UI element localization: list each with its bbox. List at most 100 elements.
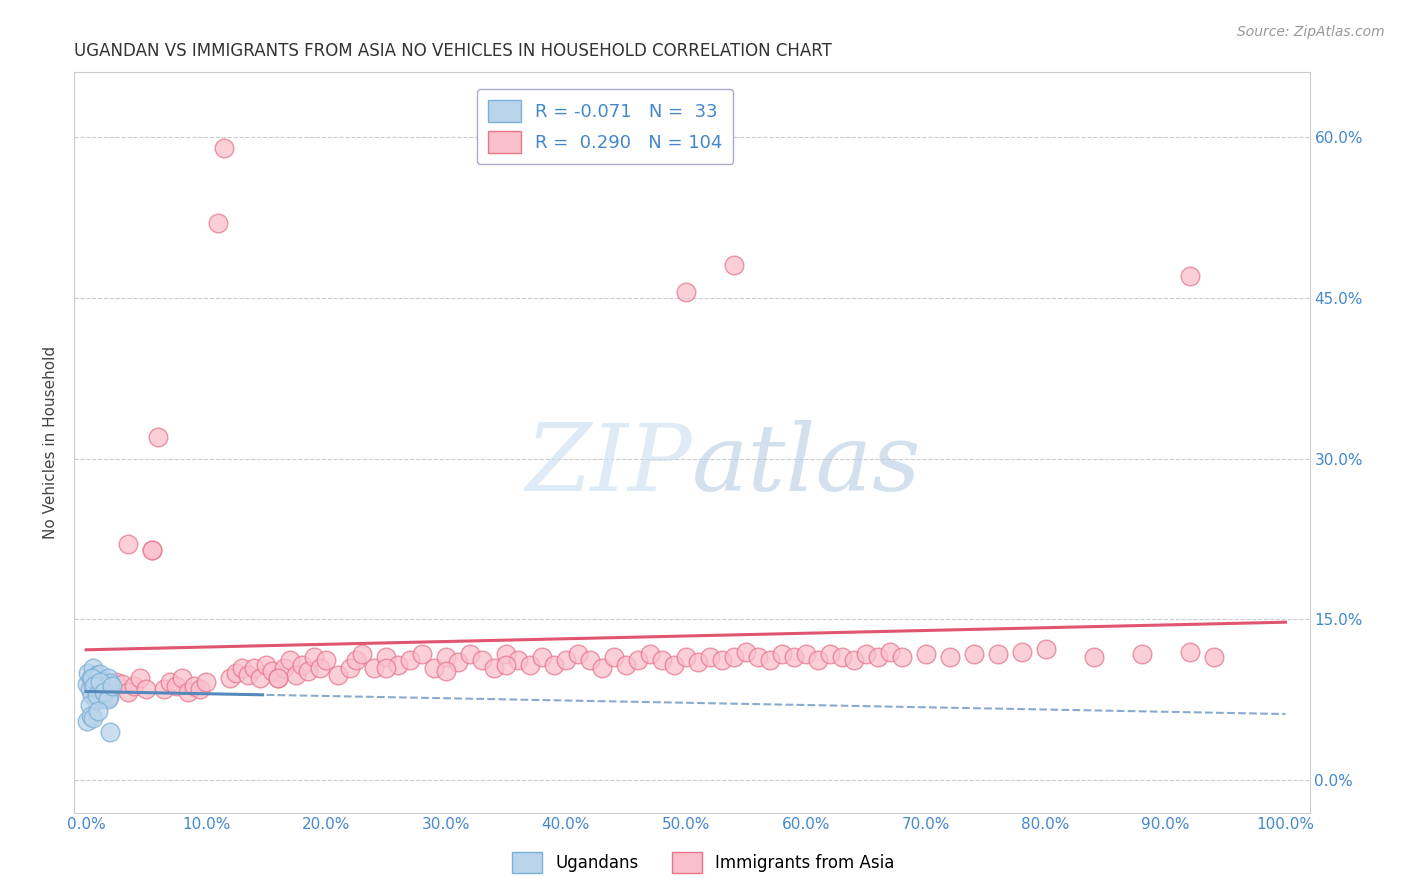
- Point: [411, 647, 433, 661]
- Point: [447, 656, 470, 670]
- Point: [159, 674, 181, 689]
- Point: [267, 672, 290, 686]
- Point: [1202, 650, 1225, 665]
- Point: [855, 647, 877, 661]
- Point: [122, 679, 145, 693]
- Point: [543, 657, 565, 672]
- Point: [963, 647, 986, 661]
- Point: [1011, 645, 1033, 659]
- Point: [153, 682, 176, 697]
- Point: [80, 672, 103, 686]
- Point: [866, 650, 889, 665]
- Point: [879, 645, 901, 659]
- Point: [97, 690, 120, 704]
- Point: [243, 661, 266, 675]
- Point: [77, 666, 100, 681]
- Point: [93, 685, 115, 699]
- Point: [567, 647, 589, 661]
- Point: [117, 537, 139, 551]
- Point: [723, 259, 745, 273]
- Point: [770, 647, 793, 661]
- Point: [212, 140, 235, 154]
- Point: [135, 682, 157, 697]
- Point: [675, 285, 697, 300]
- Point: [350, 647, 373, 661]
- Point: [807, 653, 830, 667]
- Legend: R = -0.071   N =  33, R =  0.290   N = 104: R = -0.071 N = 33, R = 0.290 N = 104: [477, 89, 734, 163]
- Point: [987, 647, 1010, 661]
- Point: [170, 672, 193, 686]
- Point: [129, 672, 152, 686]
- Point: [375, 661, 398, 675]
- Point: [82, 711, 104, 725]
- Point: [519, 657, 541, 672]
- Point: [141, 542, 163, 557]
- Point: [530, 650, 553, 665]
- Point: [94, 679, 117, 693]
- Text: UGANDAN VS IMMIGRANTS FROM ASIA NO VEHICLES IN HOUSEHOLD CORRELATION CHART: UGANDAN VS IMMIGRANTS FROM ASIA NO VEHIC…: [75, 42, 832, 60]
- Point: [141, 542, 163, 557]
- Point: [80, 672, 103, 686]
- Point: [291, 657, 314, 672]
- Point: [101, 679, 124, 693]
- Point: [675, 650, 697, 665]
- Point: [89, 667, 111, 681]
- Point: [254, 657, 277, 672]
- Point: [614, 657, 637, 672]
- Point: [87, 704, 110, 718]
- Y-axis label: No Vehicles in Household: No Vehicles in Household: [44, 346, 58, 539]
- Point: [495, 647, 517, 661]
- Point: [506, 653, 529, 667]
- Point: [831, 650, 853, 665]
- Point: [86, 668, 108, 682]
- Point: [97, 691, 120, 706]
- Point: [758, 653, 780, 667]
- Point: [651, 653, 673, 667]
- Point: [146, 430, 169, 444]
- Point: [434, 650, 457, 665]
- Legend: Ugandans, Immigrants from Asia: Ugandans, Immigrants from Asia: [505, 846, 901, 880]
- Point: [76, 714, 98, 729]
- Point: [249, 672, 271, 686]
- Point: [686, 656, 709, 670]
- Point: [98, 675, 121, 690]
- Point: [339, 661, 361, 675]
- Point: [260, 664, 283, 678]
- Point: [97, 690, 120, 704]
- Point: [603, 650, 626, 665]
- Point: [89, 674, 111, 689]
- Point: [93, 688, 115, 702]
- Point: [591, 661, 613, 675]
- Point: [344, 653, 367, 667]
- Point: [423, 661, 446, 675]
- Point: [302, 650, 325, 665]
- Point: [231, 661, 253, 675]
- Point: [662, 657, 685, 672]
- Point: [375, 650, 398, 665]
- Point: [458, 647, 481, 661]
- Point: [83, 679, 105, 693]
- Point: [1035, 642, 1057, 657]
- Point: [117, 685, 139, 699]
- Point: [938, 650, 960, 665]
- Point: [165, 679, 187, 693]
- Point: [87, 674, 110, 689]
- Point: [80, 688, 103, 702]
- Point: [309, 661, 332, 675]
- Point: [219, 672, 242, 686]
- Point: [627, 653, 650, 667]
- Point: [747, 650, 769, 665]
- Point: [273, 661, 295, 675]
- Point: [207, 216, 229, 230]
- Point: [471, 653, 494, 667]
- Point: [495, 657, 517, 672]
- Text: atlas: atlas: [692, 420, 921, 509]
- Point: [278, 653, 301, 667]
- Point: [315, 653, 337, 667]
- Point: [183, 679, 205, 693]
- Point: [89, 685, 111, 699]
- Point: [267, 672, 290, 686]
- Point: [914, 647, 936, 661]
- Point: [177, 685, 200, 699]
- Point: [80, 679, 103, 693]
